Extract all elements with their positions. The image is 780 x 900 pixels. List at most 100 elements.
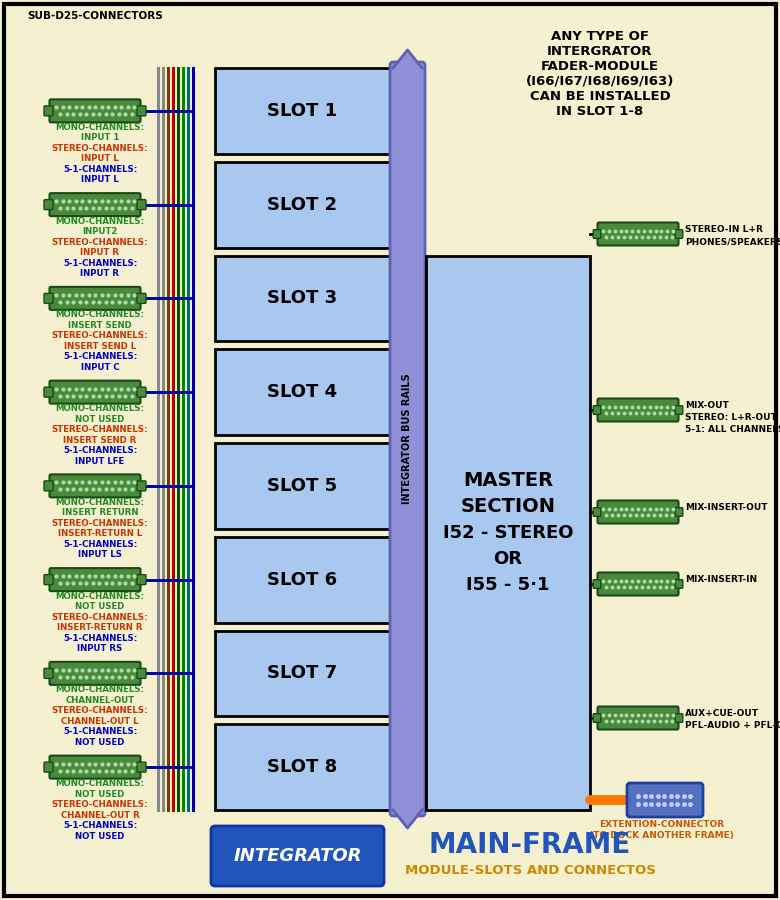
FancyBboxPatch shape [426,256,590,810]
FancyBboxPatch shape [215,631,390,716]
Text: INPUT L: INPUT L [81,155,119,164]
Text: INPUT L: INPUT L [81,176,119,184]
Text: SLOT 7: SLOT 7 [268,664,338,682]
Text: MONO-CHANNELS:: MONO-CHANNELS: [55,310,144,320]
Text: 5-1-CHANNELS:: 5-1-CHANNELS: [63,258,137,267]
Text: FADER-MODULE: FADER-MODULE [541,60,659,73]
Text: STEREO-CHANNELS:: STEREO-CHANNELS: [51,613,148,622]
FancyBboxPatch shape [137,481,146,491]
FancyBboxPatch shape [215,724,390,810]
Text: 5-1-CHANNELS:: 5-1-CHANNELS: [63,634,137,643]
Text: STEREO-IN L+R: STEREO-IN L+R [685,226,763,235]
Text: INSERT SEND R: INSERT SEND R [63,436,136,445]
Text: 5-1-CHANNELS:: 5-1-CHANNELS: [63,353,137,362]
FancyBboxPatch shape [215,443,390,529]
FancyBboxPatch shape [49,381,140,403]
Text: INPUT LS: INPUT LS [78,551,122,560]
FancyBboxPatch shape [211,826,384,886]
FancyBboxPatch shape [594,406,601,414]
Text: 5-1-CHANNELS:: 5-1-CHANNELS: [63,821,137,830]
Text: AUX+CUE-OUT: AUX+CUE-OUT [685,709,759,718]
Text: MASTER: MASTER [463,472,553,491]
Text: INPUT C: INPUT C [80,363,119,372]
Text: 5-1-CHANNELS:: 5-1-CHANNELS: [63,165,137,174]
FancyBboxPatch shape [49,99,140,122]
FancyBboxPatch shape [597,572,679,596]
FancyBboxPatch shape [215,162,390,248]
Polygon shape [393,810,422,828]
FancyBboxPatch shape [675,230,682,238]
FancyBboxPatch shape [675,508,682,517]
Text: CHANNEL-OUT L: CHANNEL-OUT L [62,717,139,726]
Text: MONO-CHANNELS:: MONO-CHANNELS: [55,123,144,132]
Text: NOT USED: NOT USED [76,738,125,747]
Text: INTEGRATOR: INTEGRATOR [233,847,362,865]
Text: (TO DOCK ANOTHER FRAME): (TO DOCK ANOTHER FRAME) [589,831,734,840]
Text: SLOT 6: SLOT 6 [268,571,338,589]
Text: (I66/I67/I68/I69/I63): (I66/I67/I68/I69/I63) [526,75,674,88]
FancyBboxPatch shape [597,500,679,524]
Text: STEREO-CHANNELS:: STEREO-CHANNELS: [51,706,148,716]
Text: INSERT-RETURN L: INSERT-RETURN L [58,529,142,538]
Text: INPUT2: INPUT2 [83,227,118,236]
FancyBboxPatch shape [137,669,146,679]
FancyBboxPatch shape [44,574,53,585]
Text: SLOT 4: SLOT 4 [268,383,338,401]
FancyBboxPatch shape [215,349,390,435]
FancyBboxPatch shape [137,387,146,397]
Text: 5-1-CHANNELS:: 5-1-CHANNELS: [63,446,137,455]
FancyBboxPatch shape [137,200,146,210]
FancyBboxPatch shape [390,62,425,816]
Text: 5-1: ALL CHANNELS: 5-1: ALL CHANNELS [685,426,780,435]
Text: SLOT 1: SLOT 1 [268,102,338,120]
Text: STEREO-CHANNELS:: STEREO-CHANNELS: [51,238,148,247]
Text: MIX-INSERT-OUT: MIX-INSERT-OUT [685,503,768,512]
FancyBboxPatch shape [675,406,682,414]
FancyBboxPatch shape [675,714,682,723]
FancyBboxPatch shape [137,762,146,772]
FancyBboxPatch shape [49,287,140,310]
FancyBboxPatch shape [44,293,53,303]
FancyBboxPatch shape [215,256,390,341]
FancyBboxPatch shape [49,194,140,216]
FancyBboxPatch shape [597,706,679,730]
Text: STEREO: L+R-OUT: STEREO: L+R-OUT [685,413,777,422]
Text: I55 - 5·1: I55 - 5·1 [466,576,550,594]
FancyBboxPatch shape [594,580,601,589]
Text: INPUT RS: INPUT RS [77,644,122,653]
Text: SUB-D25-CONNECTORS: SUB-D25-CONNECTORS [27,11,163,21]
Text: CHANNEL-OUT: CHANNEL-OUT [66,696,135,705]
Text: MIX-INSERT-IN: MIX-INSERT-IN [685,575,757,584]
Text: SECTION: SECTION [460,497,555,517]
FancyBboxPatch shape [49,474,140,498]
FancyBboxPatch shape [137,106,146,116]
Text: INTEGRATOR BUS RAILS: INTEGRATOR BUS RAILS [402,374,413,504]
FancyBboxPatch shape [597,222,679,246]
FancyBboxPatch shape [49,662,140,685]
Text: CHANNEL-OUT R: CHANNEL-OUT R [61,811,140,820]
FancyBboxPatch shape [675,580,682,589]
FancyBboxPatch shape [597,399,679,421]
Text: I52 - STEREO: I52 - STEREO [443,524,573,542]
Text: STEREO-CHANNELS:: STEREO-CHANNELS: [51,425,148,434]
FancyBboxPatch shape [49,756,140,778]
Text: SLOT 3: SLOT 3 [268,290,338,308]
Text: STEREO-CHANNELS:: STEREO-CHANNELS: [51,800,148,809]
Text: STEREO-CHANNELS:: STEREO-CHANNELS: [51,519,148,528]
FancyBboxPatch shape [215,536,390,623]
FancyBboxPatch shape [215,68,390,154]
Text: STEREO-CHANNELS:: STEREO-CHANNELS: [51,331,148,340]
Text: INPUT 1: INPUT 1 [81,133,119,142]
Text: IN SLOT 1-8: IN SLOT 1-8 [556,105,644,118]
FancyBboxPatch shape [44,762,53,772]
Text: STEREO-CHANNELS:: STEREO-CHANNELS: [51,144,148,153]
Text: NOT USED: NOT USED [76,415,125,424]
Text: PHONES/SPEAKERS-OUT: PHONES/SPEAKERS-OUT [685,238,780,247]
Text: CAN BE INSTALLED: CAN BE INSTALLED [530,90,670,103]
Text: SLOT 5: SLOT 5 [268,477,338,495]
Text: INPUT R: INPUT R [80,248,119,257]
FancyBboxPatch shape [44,387,53,397]
FancyBboxPatch shape [627,783,703,817]
Text: NOT USED: NOT USED [76,832,125,841]
Text: PFL-AUDIO + PFL-CTRL OUT: PFL-AUDIO + PFL-CTRL OUT [685,722,780,731]
